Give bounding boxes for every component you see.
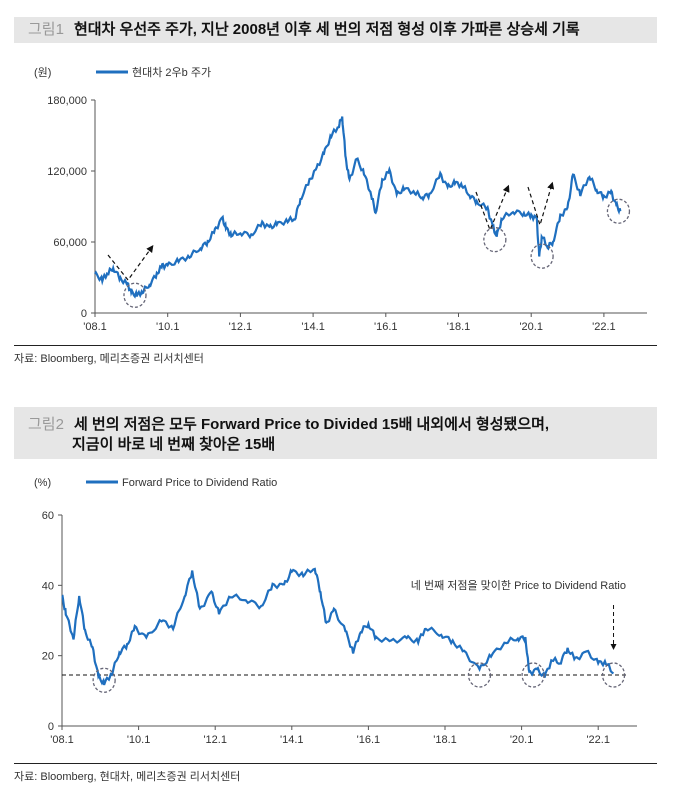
chart2-x-tick-label: '16.1: [357, 734, 381, 746]
chart2-unit-label: (%): [34, 477, 51, 489]
chart2-x-tick-label: '10.1: [127, 734, 151, 746]
figure2-title-line2: 지금이 바로 네 번째 찾아온 15배: [72, 436, 276, 453]
chart1-x-tick-label: '22.1: [592, 321, 616, 333]
chart2-x-tick-label: '08.1: [50, 734, 74, 746]
chart1-y-tick-label: 60,000: [53, 237, 87, 249]
chart2-x-tick-label: '12.1: [203, 734, 227, 746]
chart1-x-tick-label: '14.1: [301, 321, 325, 333]
chart2-y-tick-label: 40: [42, 580, 54, 592]
chart1-trough-circle: [530, 243, 554, 269]
chart2-trough-circle: [601, 662, 626, 688]
chart1-series-line: [94, 116, 622, 299]
chart2-y-tick-label: 60: [42, 510, 54, 522]
chart2-legend-label: Forward Price to Dividend Ratio: [122, 477, 277, 489]
chart1-unit-label: (원): [34, 66, 51, 79]
chart1-y-tick-label: 120,000: [47, 166, 87, 178]
chart2-y-tick-label: 0: [48, 721, 54, 733]
chart1-x-tick-label: '08.1: [83, 321, 107, 333]
figure1-header: 그림1 현대차 우선주 주가, 지난 2008년 이후 세 번의 저점 형성 이후…: [14, 17, 657, 43]
figure1-label: 그림1: [28, 21, 64, 38]
chart1-trough-circle: [606, 198, 631, 224]
figure1-title: 현대차 우선주 주가, 지난 2008년 이후 세 번의 저점 형성 이후 가파…: [73, 21, 580, 38]
figure2-header: 그림2 세 번의 저점은 모두 Forward Price to Divided …: [14, 407, 657, 459]
chart2-x-tick-label: '20.1: [510, 734, 534, 746]
chart1-x-tick-label: '10.1: [156, 321, 180, 333]
chart1-rebound-arrow: [107, 245, 154, 281]
chart2-x-tick-label: '18.1: [433, 734, 457, 746]
chart2-y-tick-label: 20: [42, 651, 54, 663]
figure1-source: 자료: Bloomberg, 메리츠증권 리서치센터: [14, 345, 657, 366]
chart2-trough-circle: [521, 662, 545, 688]
chart2-trough-circle: [92, 667, 116, 693]
chart1-rebound-arrow: [527, 181, 555, 228]
chart1-trough-circle: [483, 226, 507, 253]
chart1-legend-label: 현대차 2우b 주가: [132, 66, 211, 79]
chart2-x-tick-label: '14.1: [280, 734, 304, 746]
chart1-rebound-arrow: [475, 184, 510, 232]
chart1-y-tick-label: 180,000: [47, 95, 87, 107]
chart1-x-tick-label: '18.1: [447, 321, 471, 333]
figure2-label: 그림2: [28, 416, 64, 433]
chart2-x-tick-label: '22.1: [586, 734, 610, 746]
chart2-series-line: [61, 567, 614, 686]
chart2-trough-circle: [467, 662, 492, 688]
chart1-trough-circle: [123, 282, 147, 308]
chart2-annotation: 네 번째 저점을 맞이한 Price to Dividend Ratio: [411, 579, 626, 592]
chart1-y-tick-label: 0: [81, 308, 87, 320]
chart1-x-tick-label: '12.1: [229, 321, 253, 333]
chart1-x-tick-label: '20.1: [519, 321, 543, 333]
figure2-title-line1: 세 번의 저점은 모두 Forward Price to Divided 15배…: [73, 416, 550, 433]
chart1-x-tick-label: '16.1: [374, 321, 398, 333]
figure2-source: 자료: Bloomberg, 현대차, 메리츠증권 리서치센터: [14, 763, 657, 784]
